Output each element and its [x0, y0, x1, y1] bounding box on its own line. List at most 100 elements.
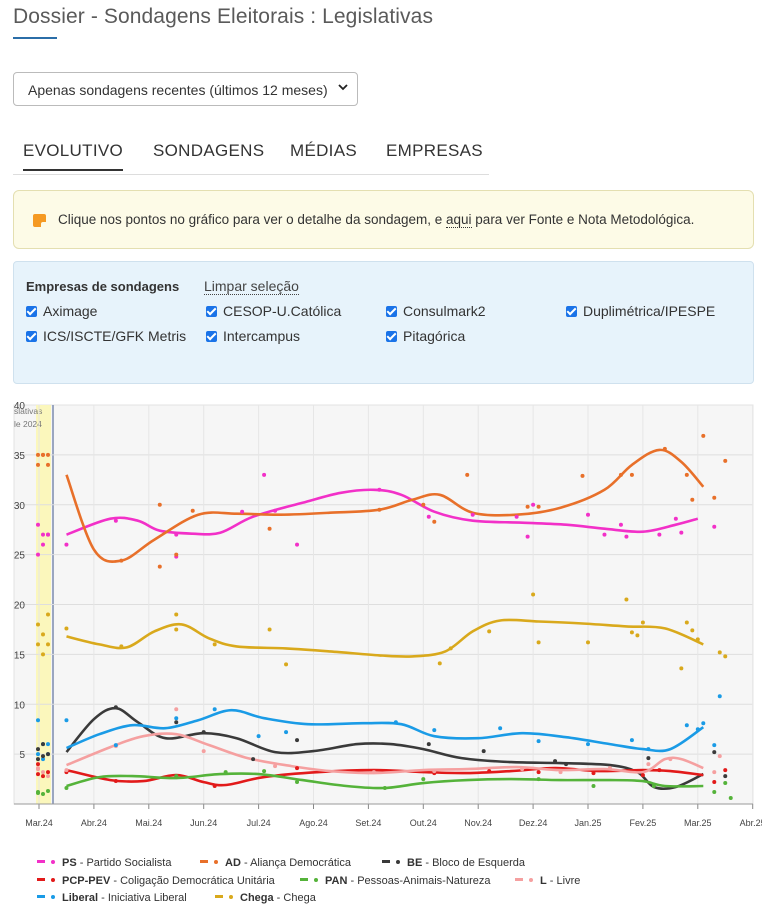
poll-point-ch[interactable]	[684, 620, 689, 625]
poll-point-be[interactable]	[481, 749, 486, 754]
poll-point-il[interactable]	[629, 738, 634, 743]
poll-point-ch[interactable]	[624, 597, 629, 602]
poll-point-pan[interactable]	[421, 777, 426, 782]
checkbox-ics-iscte[interactable]: ICS/ISCTE/GFK Metris	[26, 328, 186, 344]
poll-point-ps[interactable]	[514, 514, 519, 519]
poll-point-ad[interactable]	[618, 472, 623, 477]
poll-point-ch[interactable]	[536, 640, 541, 645]
poll-point-pcp[interactable]	[487, 769, 492, 774]
poll-point-pcp[interactable]	[295, 766, 300, 771]
poll-point-pan[interactable]	[64, 786, 69, 791]
poll-point-ps[interactable]	[174, 532, 179, 537]
poll-point-ps[interactable]	[602, 532, 607, 537]
poll-point-l[interactable]	[371, 770, 376, 775]
poll-point-ad[interactable]	[580, 473, 585, 478]
poll-point-ch[interactable]	[629, 630, 634, 635]
poll-point-be[interactable]	[553, 759, 558, 764]
poll-point-be[interactable]	[201, 730, 206, 735]
poll-point-ps[interactable]	[586, 512, 590, 517]
poll-point-ad[interactable]	[662, 446, 667, 451]
legend-be[interactable]: BE - Bloco de Esquerda	[382, 857, 525, 869]
legend-pan[interactable]: PAN - Pessoas-Animais-Natureza	[300, 875, 490, 887]
poll-point-ad[interactable]	[421, 502, 426, 507]
poll-point-l[interactable]	[668, 757, 673, 762]
poll-point-ad[interactable]	[432, 519, 437, 524]
poll-point-l[interactable]	[201, 749, 206, 754]
poll-point-ch[interactable]	[586, 640, 590, 645]
poll-point-ps[interactable]	[426, 514, 431, 519]
poll-point-l[interactable]	[273, 764, 278, 769]
poll-point-il[interactable]	[717, 694, 722, 699]
poll-point-ad[interactable]	[174, 552, 179, 557]
poll-point-be[interactable]	[723, 774, 728, 779]
poll-point-be[interactable]	[113, 705, 118, 710]
poll-point-ad[interactable]	[536, 504, 541, 509]
poll-point-pcp[interactable]	[723, 768, 728, 773]
poll-point-ps[interactable]	[377, 487, 382, 492]
poll-point-il[interactable]	[646, 747, 651, 752]
poll-point-pcp[interactable]	[591, 771, 596, 776]
poll-point-ps[interactable]	[531, 502, 536, 507]
poll-point-l[interactable]	[64, 768, 69, 773]
poll-point-ch[interactable]	[487, 629, 492, 634]
poll-point-ps[interactable]	[273, 508, 278, 513]
poll-point-ch[interactable]	[531, 592, 536, 597]
poll-point-pan[interactable]	[174, 774, 179, 779]
poll-point-pan[interactable]	[295, 780, 300, 785]
poll-point-ps[interactable]	[679, 530, 684, 535]
poll-point-ad[interactable]	[465, 472, 470, 477]
period-select[interactable]: Apenas sondagens recentes (últimos 12 me…	[13, 72, 358, 106]
poll-point-il[interactable]	[212, 707, 217, 712]
poll-point-ps[interactable]	[525, 534, 530, 539]
poll-point-ch[interactable]	[437, 661, 442, 666]
poll-point-ps[interactable]	[113, 518, 118, 523]
poll-point-ch[interactable]	[64, 626, 69, 631]
poll-point-ps[interactable]	[64, 542, 69, 547]
poll-point-be[interactable]	[646, 756, 651, 761]
poll-point-l[interactable]	[712, 770, 717, 775]
tab-evolutivo[interactable]: EVOLUTIVO	[23, 141, 124, 171]
poll-point-pan[interactable]	[382, 786, 387, 791]
checkbox-cesop[interactable]: CESOP-U.Católica	[206, 303, 341, 319]
poll-point-ch[interactable]	[723, 654, 728, 659]
poll-point-ch[interactable]	[635, 633, 640, 638]
poll-point-il[interactable]	[64, 718, 69, 723]
poll-point-be[interactable]	[295, 738, 300, 743]
tab-medias[interactable]: MÉDIAS	[290, 141, 357, 160]
poll-point-ad[interactable]	[267, 526, 272, 531]
legend-pcp[interactable]: PCP-PEV - Coligação Democrática Unitária	[37, 875, 275, 887]
poll-point-ch[interactable]	[717, 650, 722, 655]
poll-point-ad[interactable]	[190, 508, 195, 513]
poll-point-pan[interactable]	[536, 777, 541, 782]
poll-point-il[interactable]	[536, 739, 541, 744]
poll-point-ad[interactable]	[629, 472, 634, 477]
poll-point-ch[interactable]	[212, 642, 217, 647]
poll-point-il[interactable]	[498, 726, 503, 731]
poll-point-ch[interactable]	[174, 612, 179, 617]
poll-point-pan[interactable]	[723, 781, 728, 786]
tab-empresas[interactable]: EMPRESAS	[386, 141, 483, 160]
poll-point-pan[interactable]	[651, 784, 656, 789]
poll-point-il[interactable]	[684, 723, 689, 728]
checkbox-pitagorica[interactable]: Pitagórica	[386, 328, 465, 344]
poll-point-ad[interactable]	[157, 502, 162, 507]
poll-point-l[interactable]	[717, 754, 722, 759]
legend-livre[interactable]: L - Livre	[515, 875, 580, 887]
poll-point-pcp[interactable]	[657, 768, 662, 773]
poll-point-be[interactable]	[174, 720, 179, 725]
poll-point-il[interactable]	[393, 720, 398, 725]
poll-point-be[interactable]	[426, 742, 431, 747]
poll-point-l[interactable]	[646, 762, 651, 767]
poll-point-pcp[interactable]	[640, 773, 645, 778]
poll-point-pcp[interactable]	[113, 779, 118, 784]
poll-point-ps[interactable]	[618, 522, 623, 527]
poll-point-pan[interactable]	[223, 770, 228, 775]
poll-point-il[interactable]	[712, 743, 717, 748]
poll-point-ad[interactable]	[684, 472, 689, 477]
poll-point-ps[interactable]	[470, 512, 475, 517]
poll-point-il[interactable]	[256, 734, 261, 739]
poll-point-ch[interactable]	[119, 644, 124, 649]
poll-point-il[interactable]	[174, 716, 179, 721]
tab-sondagens[interactable]: SONDAGENS	[153, 141, 265, 160]
poll-point-ps[interactable]	[673, 516, 678, 521]
